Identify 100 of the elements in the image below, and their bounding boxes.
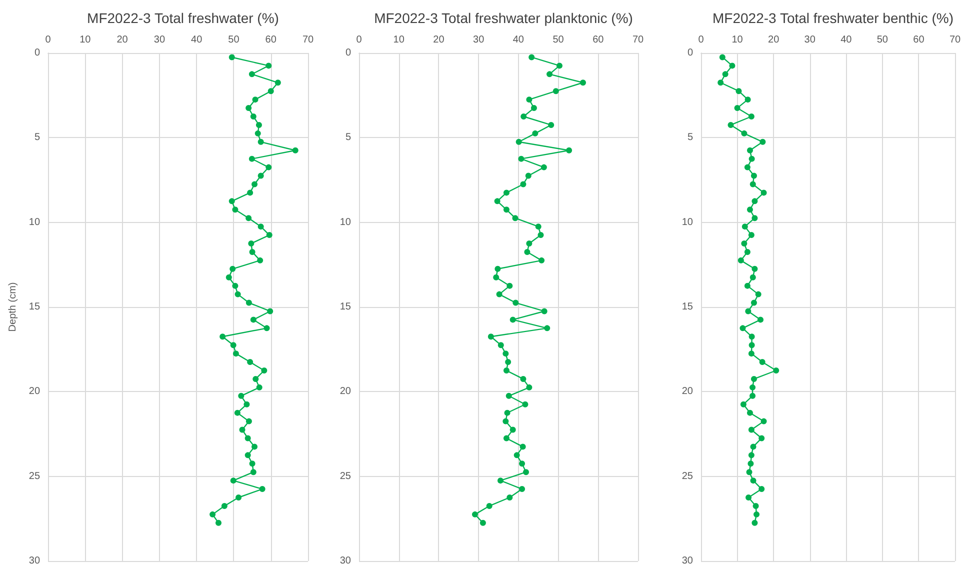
point xyxy=(228,54,235,60)
point xyxy=(750,181,756,188)
y-axis-title: Depth (cm) xyxy=(8,282,18,332)
point xyxy=(736,88,742,94)
x-tick-label: 70 xyxy=(949,34,961,46)
x-tick-label: 30 xyxy=(804,34,816,46)
point xyxy=(548,122,554,128)
point xyxy=(759,359,766,366)
point xyxy=(220,334,226,340)
point xyxy=(519,486,526,492)
point xyxy=(503,368,510,374)
point xyxy=(718,80,724,86)
x-tick-label: 20 xyxy=(433,34,445,46)
x-tick-label: 40 xyxy=(840,34,852,46)
point xyxy=(494,198,500,204)
point xyxy=(486,502,492,509)
x-tick-label: 20 xyxy=(768,34,780,46)
point xyxy=(232,206,238,213)
y-tick-label: 20 xyxy=(682,386,694,398)
point xyxy=(746,206,753,213)
y-tick-label: 0 xyxy=(687,48,694,58)
point xyxy=(506,282,513,289)
point xyxy=(750,444,756,450)
y-tick-label: 20 xyxy=(28,386,40,398)
point xyxy=(503,435,510,442)
point xyxy=(252,96,258,103)
point xyxy=(750,274,756,280)
point xyxy=(505,359,512,366)
point xyxy=(526,384,532,390)
point xyxy=(760,138,766,145)
point xyxy=(740,325,746,332)
point xyxy=(752,502,759,509)
point xyxy=(504,410,510,416)
x-tick-label: 0 xyxy=(356,34,362,46)
point xyxy=(546,71,553,78)
point xyxy=(249,248,256,255)
y-tick-label: 25 xyxy=(340,470,352,482)
point xyxy=(744,96,751,103)
point xyxy=(488,334,494,340)
point xyxy=(230,266,236,272)
x-tick-label: 60 xyxy=(913,34,925,46)
point xyxy=(748,156,755,162)
point xyxy=(752,198,758,204)
point xyxy=(228,198,235,204)
y-tick-label: 25 xyxy=(682,470,694,482)
point xyxy=(566,147,572,154)
point xyxy=(258,172,264,179)
point xyxy=(248,156,255,162)
point xyxy=(239,426,246,433)
y-tick-label: 20 xyxy=(340,386,352,398)
point xyxy=(258,224,264,230)
y-tick-label: 5 xyxy=(34,132,40,144)
x-tick-label: 20 xyxy=(116,34,128,46)
x-tick-label: 60 xyxy=(592,34,604,46)
chart-title: MF2022-3 Total freshwater (%) xyxy=(87,10,279,26)
point xyxy=(520,114,527,120)
x-tick-label: 30 xyxy=(473,34,485,46)
point xyxy=(552,88,559,94)
chart-title: MF2022-3 Total freshwater planktonic (%) xyxy=(374,10,633,26)
point xyxy=(750,172,757,179)
point xyxy=(493,274,500,280)
point xyxy=(748,426,754,433)
x-tick-label: 10 xyxy=(732,34,744,46)
point xyxy=(746,494,752,500)
point xyxy=(580,80,586,86)
point xyxy=(544,325,550,332)
point xyxy=(234,291,241,298)
point xyxy=(244,401,250,408)
point xyxy=(264,325,270,332)
y-tick-label: 5 xyxy=(687,132,694,144)
point xyxy=(257,257,264,264)
x-tick-label: 10 xyxy=(393,34,405,46)
point xyxy=(266,232,272,238)
x-tick-label: 40 xyxy=(191,34,203,46)
point xyxy=(248,71,255,78)
point xyxy=(230,478,236,484)
point xyxy=(752,520,758,526)
point xyxy=(267,308,274,314)
point xyxy=(249,460,256,467)
point xyxy=(752,215,758,222)
x-tick-label: 10 xyxy=(80,34,92,46)
x-tick-label: 60 xyxy=(265,34,277,46)
point xyxy=(540,164,547,170)
y-tick-label: 30 xyxy=(340,556,352,566)
point xyxy=(744,282,750,289)
point xyxy=(512,215,518,222)
point xyxy=(221,502,228,509)
point xyxy=(520,444,526,450)
point xyxy=(510,316,516,323)
y-tick-label: 10 xyxy=(340,216,352,228)
point xyxy=(232,350,239,357)
point xyxy=(524,248,530,255)
point xyxy=(520,181,526,188)
point xyxy=(760,190,767,196)
y-tick-label: 0 xyxy=(34,48,40,58)
point xyxy=(744,164,750,170)
point xyxy=(748,114,754,120)
point xyxy=(519,460,526,467)
point xyxy=(226,274,232,280)
point xyxy=(744,248,750,255)
